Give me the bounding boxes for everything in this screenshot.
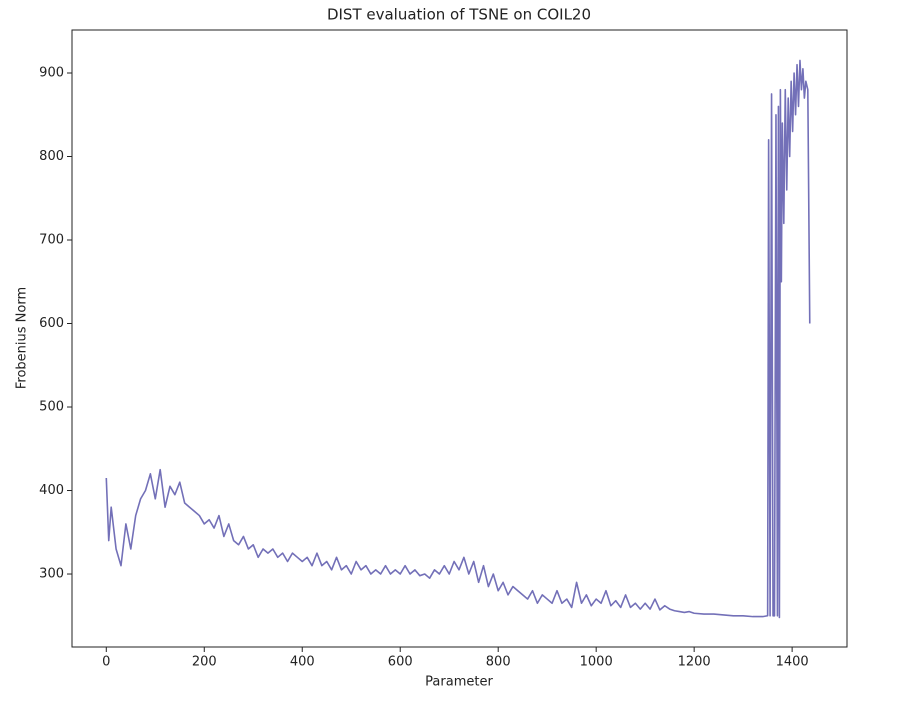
y-tick-label: 700	[39, 233, 64, 248]
x-tick-label: 200	[192, 655, 217, 670]
data-line	[105, 59, 811, 619]
x-tick-label: 0	[102, 655, 110, 670]
x-tick-label: 600	[388, 655, 413, 670]
x-tick-label: 400	[290, 655, 315, 670]
y-tick-label: 500	[39, 400, 64, 415]
x-tick-label: 1400	[776, 655, 809, 670]
x-tick-label: 1000	[580, 655, 613, 670]
x-tick-label: 800	[486, 655, 511, 670]
y-tick-label: 800	[39, 149, 64, 164]
y-axis-label: Frobenius Norm	[15, 287, 30, 389]
y-tick-label: 900	[39, 66, 64, 81]
y-tick-label: 600	[39, 316, 64, 331]
x-axis-label: Parameter	[425, 675, 493, 690]
plot-frame	[71, 29, 848, 648]
x-tick-label: 1200	[678, 655, 711, 670]
chart-title: DIST evaluation of TSNE on COIL20	[327, 6, 591, 24]
y-tick-label: 300	[39, 567, 64, 582]
y-tick-label: 400	[39, 483, 64, 498]
